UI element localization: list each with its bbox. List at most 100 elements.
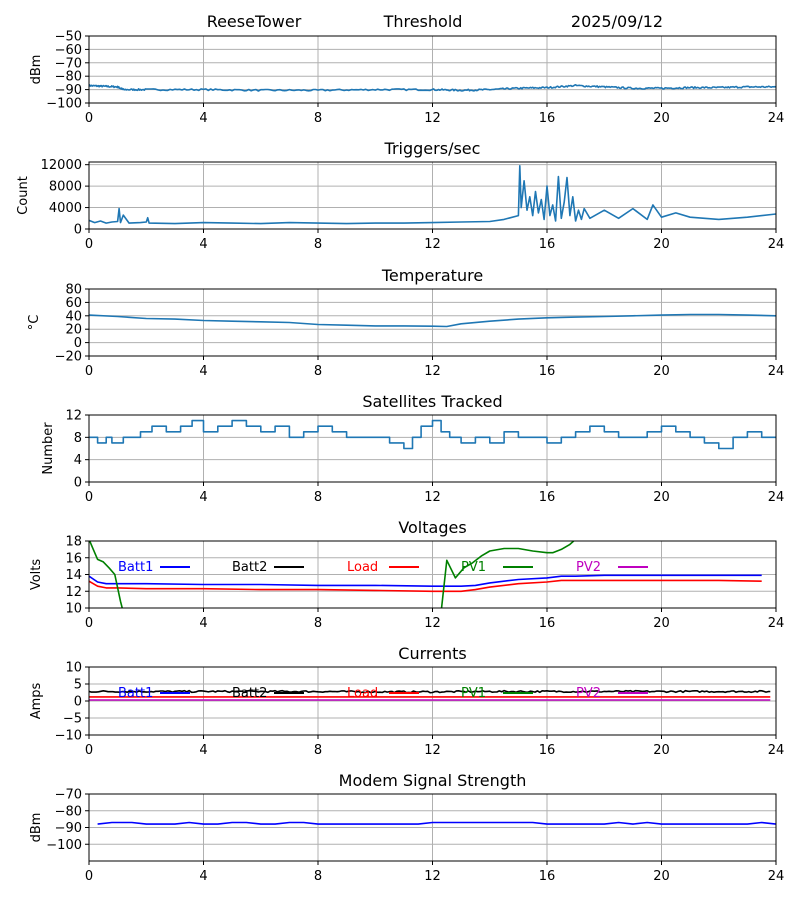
- y-tick-label: 8: [74, 431, 82, 446]
- x-tick-label: 0: [85, 111, 93, 126]
- legend-label-batt1: Batt1: [118, 560, 153, 575]
- y-axis-label: Number: [41, 422, 56, 475]
- chart-title: Triggers/sec: [384, 139, 481, 158]
- x-tick-label: 4: [199, 237, 207, 252]
- series-line-1: [89, 579, 762, 593]
- x-tick-label: 8: [314, 364, 322, 379]
- x-tick-label: 20: [653, 743, 670, 758]
- x-tick-label: 24: [768, 237, 785, 252]
- y-tick-label: 0: [74, 223, 82, 238]
- chart-title: Satellites Tracked: [362, 392, 502, 411]
- y-tick-label: −60: [55, 43, 82, 58]
- y-tick-label: 18: [65, 535, 82, 550]
- series-line-0: [97, 821, 776, 825]
- y-tick-label: −90: [55, 821, 82, 836]
- x-tick-label: 0: [85, 237, 93, 252]
- y-tick-label: −100: [46, 838, 82, 853]
- y-tick-label: 10: [65, 602, 82, 617]
- x-tick-label: 0: [85, 869, 93, 884]
- x-tick-label: 8: [314, 111, 322, 126]
- y-tick-label: 16: [65, 551, 82, 566]
- series-group: [89, 84, 776, 92]
- x-tick-label: 24: [768, 364, 785, 379]
- series-line-0: [89, 574, 762, 587]
- legend-label-pv1: PV1: [461, 686, 486, 701]
- y-tick-label: 10: [65, 661, 82, 676]
- x-tick-label: 24: [768, 111, 785, 126]
- x-tick-label: 4: [199, 111, 207, 126]
- x-tick-label: 8: [314, 490, 322, 505]
- series-group: [89, 313, 776, 328]
- y-tick-label: −80: [55, 70, 82, 85]
- legend-label-pv2: PV2: [576, 686, 601, 701]
- y-tick-label: −70: [55, 788, 82, 803]
- x-tick-label: 12: [424, 743, 441, 758]
- legend-label-load: Load: [347, 686, 378, 701]
- x-tick-label: 24: [768, 743, 785, 758]
- y-axis-label: Volts: [29, 559, 44, 591]
- x-tick-label: 8: [314, 869, 322, 884]
- series-line-0: [89, 313, 776, 328]
- x-tick-label: 12: [424, 869, 441, 884]
- y-tick-label: −70: [55, 56, 82, 71]
- chart-title: Currents: [398, 644, 466, 663]
- series-group: [89, 419, 776, 450]
- panel-modem: 0 4 8 12 16 20 24 −100 −90 −80−70 Modem Signal Str…: [29, 771, 784, 884]
- x-tick-label: 16: [539, 237, 556, 252]
- legend-label-pv1: PV1: [461, 560, 486, 575]
- x-tick-label: 12: [424, 111, 441, 126]
- x-tick-label: 12: [424, 616, 441, 631]
- series-line-3: [440, 541, 575, 608]
- y-tick-label: −50: [55, 30, 82, 45]
- x-tick-label: 0: [85, 616, 93, 631]
- panel-noise: 0 4 8 12 16 20 24 −100−90−80−70−60−50 dBm: [29, 30, 784, 127]
- y-tick-label: 0: [74, 476, 82, 491]
- chart-title: Modem Signal Strength: [339, 771, 527, 790]
- x-tick-label: 0: [85, 743, 93, 758]
- x-tick-label: 8: [314, 237, 322, 252]
- y-axis-label: dBm: [29, 813, 44, 843]
- series-line-0: [89, 689, 771, 694]
- y-tick-label: 0: [74, 336, 82, 351]
- y-tick-label: 20: [65, 323, 82, 338]
- x-tick-label: 0: [85, 364, 93, 379]
- x-tick-label: 0: [85, 490, 93, 505]
- x-tick-label: 24: [768, 869, 785, 884]
- series-line-0: [89, 165, 776, 225]
- y-tick-label: 14: [65, 568, 82, 583]
- x-tick-label: 8: [314, 616, 322, 631]
- y-axis-label: Amps: [29, 682, 44, 719]
- series-group: [89, 541, 762, 608]
- chart-title: Temperature: [381, 266, 483, 285]
- y-tick-label: 8000: [49, 180, 82, 195]
- x-tick-label: 20: [653, 237, 670, 252]
- x-tick-label: 4: [199, 869, 207, 884]
- x-tick-label: 4: [199, 364, 207, 379]
- series-line-0: [89, 84, 776, 92]
- y-axis-label: °C: [27, 315, 42, 331]
- legend-label-batt2: Batt2: [232, 560, 267, 575]
- x-tick-label: 20: [653, 364, 670, 379]
- legend-label-load: Load: [347, 560, 378, 575]
- x-tick-label: 4: [199, 743, 207, 758]
- y-axis-label: dBm: [29, 55, 44, 85]
- series-group: [89, 689, 771, 701]
- series-group: [89, 165, 776, 225]
- series-group: [97, 821, 776, 825]
- x-tick-label: 4: [199, 490, 207, 505]
- x-tick-label: 24: [768, 616, 785, 631]
- x-tick-label: 8: [314, 743, 322, 758]
- y-tick-label: 12: [65, 409, 82, 424]
- header-date: 2025/09/12: [571, 12, 663, 31]
- y-tick-label: 4000: [49, 201, 82, 216]
- x-tick-label: 12: [424, 364, 441, 379]
- x-tick-label: 20: [653, 869, 670, 884]
- legend-label-batt1: Batt1: [118, 686, 153, 701]
- series-line-2: [89, 541, 124, 608]
- x-tick-label: 24: [768, 490, 785, 505]
- y-tick-label: 12000: [41, 158, 82, 173]
- series-line-0: [89, 419, 776, 450]
